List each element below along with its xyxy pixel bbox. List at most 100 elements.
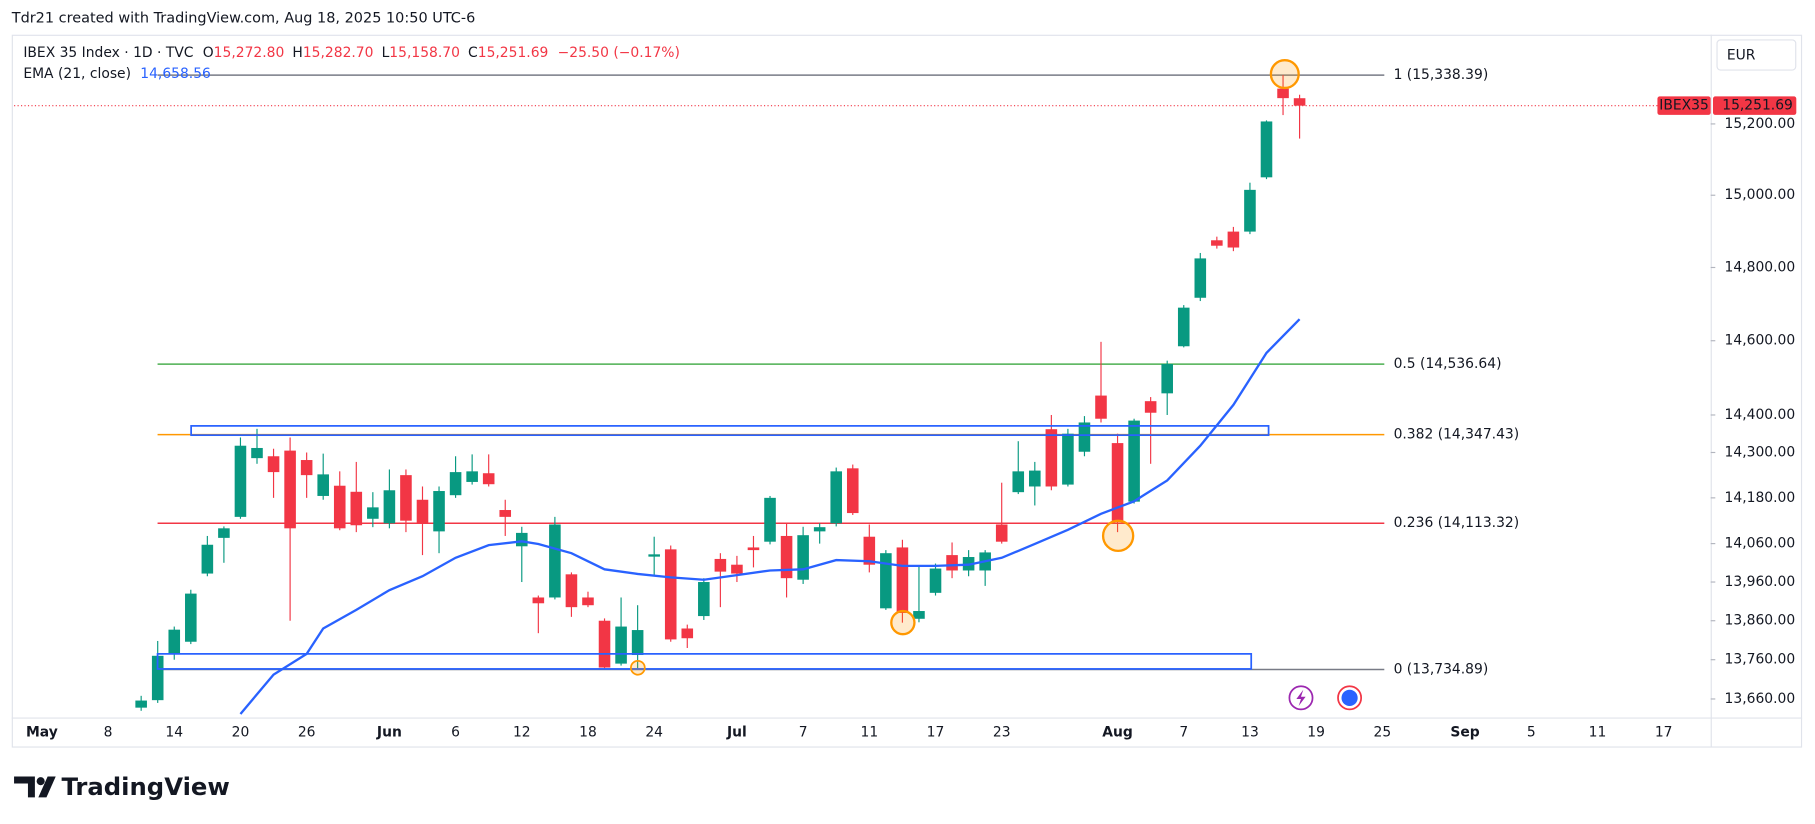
candle-body [284, 450, 296, 529]
legend-line: IBEX 35 Index · 1D · TVC O15,272.80 H15,28… [23, 45, 680, 61]
candle-body [880, 553, 892, 609]
x-tick-label: 17 [927, 725, 945, 741]
candle-body [317, 474, 329, 496]
candle-body [747, 547, 760, 551]
last-price-tag [1712, 96, 1797, 115]
events-icon[interactable] [1288, 685, 1314, 711]
y-tick-label: 14,060.00 [1725, 536, 1796, 552]
candle-body [995, 524, 1008, 542]
candle-body [797, 535, 809, 580]
candle-body [201, 544, 214, 574]
candle-body [367, 507, 379, 519]
indicator-name: EMA (21, close) [23, 66, 131, 82]
candle-body [1244, 189, 1256, 232]
candle-body [565, 574, 578, 608]
flag-icon[interactable] [1337, 685, 1363, 711]
candle-body [598, 620, 611, 668]
ema-line [239, 318, 1301, 715]
ticker-label: IBEX35 [1659, 98, 1709, 114]
x-tick-label: 7 [799, 725, 808, 741]
legend-value: 15,251.69 [478, 45, 549, 61]
x-tick-label: 23 [993, 725, 1011, 741]
candle-body [863, 536, 876, 565]
candle-body [482, 473, 495, 485]
candle-body [400, 475, 412, 521]
candle-body [698, 582, 710, 617]
x-tick-label: 19 [1307, 725, 1325, 741]
candle-body [631, 630, 644, 656]
legend-key: L [382, 45, 390, 61]
candle-body [300, 460, 313, 476]
y-tick-label: 13,960.00 [1725, 574, 1796, 590]
y-tick-label: 14,300.00 [1725, 444, 1796, 460]
candle-body [1012, 471, 1025, 493]
y-tick-label: 15,000.00 [1725, 187, 1796, 203]
x-tick-label: 17 [1655, 725, 1673, 741]
candle-body [780, 535, 793, 579]
currency-box[interactable] [1716, 39, 1797, 71]
candle-body [433, 491, 445, 532]
x-tick-label: 8 [104, 725, 113, 741]
y-tick-label: 14,400.00 [1725, 407, 1796, 423]
candle-body [151, 655, 164, 701]
candle-body [664, 549, 677, 640]
fib-label: 0 (13,734.89) [1394, 662, 1489, 678]
x-tick-label: 12 [513, 725, 531, 741]
x-tick-label: Jun [376, 725, 402, 741]
legend-change: −25.50 (−0.17%) [558, 45, 680, 61]
candle-body [1161, 364, 1173, 394]
candle-body [913, 611, 925, 619]
candle-body [681, 628, 694, 639]
x-tick-label: 20 [232, 725, 250, 741]
legend-value: 15,282.70 [303, 45, 374, 61]
legend-key: O [203, 45, 214, 61]
x-tick-label: 11 [860, 725, 878, 741]
fib-label: 1 (15,338.39) [1394, 67, 1489, 83]
legend-value: 15,272.80 [214, 45, 285, 61]
marker-circle [1269, 59, 1300, 90]
range-box [156, 653, 1253, 670]
x-tick-label: 24 [645, 725, 663, 741]
candle-body [846, 468, 859, 514]
x-tick-label: Jul [726, 725, 747, 741]
flag [1341, 689, 1358, 706]
candle-body [549, 524, 561, 598]
candle-body [1144, 401, 1157, 413]
candle-body [185, 593, 197, 642]
candle-body [648, 554, 660, 557]
x-tick-label: 18 [579, 725, 597, 741]
candle-body [234, 445, 247, 517]
candle-body [1062, 433, 1074, 485]
y-tick-label: 14,180.00 [1725, 490, 1796, 506]
marker-circle [890, 609, 916, 636]
candle-body [350, 491, 363, 526]
y-tick-label: 15,200.00 [1725, 116, 1796, 132]
logo-part [38, 776, 56, 798]
logo-part [14, 776, 35, 798]
candle-body [946, 555, 958, 571]
candle-body [1078, 422, 1091, 452]
candle-body [764, 497, 776, 542]
x-tick-label: 26 [298, 725, 316, 741]
header: Tdr21 created with TradingView.com, Aug … [11, 11, 476, 27]
candle-body [830, 471, 843, 524]
candle-body [532, 597, 545, 604]
marker-circle [1101, 519, 1135, 553]
y-tick-label: 13,660.00 [1725, 691, 1796, 707]
y-tick-label: 13,760.00 [1725, 652, 1796, 668]
last-price-label: 15,251.69 [1722, 98, 1793, 114]
candle-body [615, 626, 627, 664]
y-tick-label: 14,600.00 [1725, 333, 1796, 349]
frame [11, 34, 1803, 748]
y-tick-label: 13,860.00 [1725, 613, 1796, 629]
candle-body [135, 700, 147, 708]
candle-body [731, 564, 743, 574]
candle-body [383, 490, 396, 524]
candle-body [582, 597, 594, 606]
x-tick-label: May [26, 725, 58, 741]
candle-body [1277, 88, 1289, 99]
brand-logo[interactable]: TradingView [14, 772, 230, 801]
